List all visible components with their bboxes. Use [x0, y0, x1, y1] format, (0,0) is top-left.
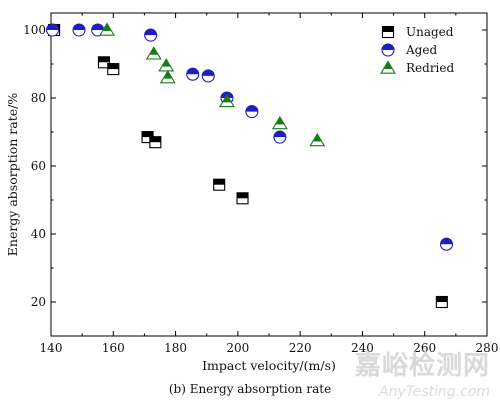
point-redried	[158, 58, 175, 72]
figure-caption: (b) Energy absorption rate	[169, 382, 331, 396]
series-redried	[99, 22, 326, 147]
y-axis-label: Energy absorption rate/%	[5, 93, 20, 257]
x-tick-label: 280	[476, 341, 499, 355]
x-tick-label: 140	[40, 341, 63, 355]
x-tick-label: 240	[351, 341, 374, 355]
point-aged	[201, 69, 215, 83]
point-aged	[245, 105, 259, 119]
point-aged	[273, 130, 287, 144]
point-redried	[99, 22, 116, 36]
x-tick-label: 220	[289, 341, 312, 355]
point-redried	[271, 115, 288, 130]
point-redried	[159, 70, 176, 84]
point-unaged	[97, 56, 110, 69]
x-tick-label: 180	[164, 341, 187, 355]
legend-label-redried: Redried	[406, 61, 454, 75]
point-aged	[186, 67, 200, 81]
point-unaged	[107, 63, 120, 76]
x-tick-label: 160	[102, 341, 125, 355]
legend-marker-aged	[381, 43, 395, 57]
point-unaged	[213, 178, 226, 191]
y-tick-label: 80	[31, 91, 46, 105]
point-redried	[218, 93, 235, 108]
legend-label-unaged: Unaged	[406, 25, 454, 39]
axis-ticks: 140 160 180 200 220 240 260 280 20 40 60 80 100	[23, 13, 498, 355]
point-unaged	[236, 192, 249, 205]
point-unaged	[149, 136, 162, 149]
x-tick-label: 200	[226, 341, 249, 355]
point-aged	[46, 23, 60, 37]
series-aged	[46, 23, 454, 251]
legend-marker-unaged	[381, 25, 395, 39]
data-points	[46, 22, 454, 309]
legend-marker-redried	[380, 60, 396, 74]
x-axis-label: Impact velocity/(m/s)	[202, 358, 336, 373]
x-tick-label: 260	[413, 341, 436, 355]
point-aged	[439, 237, 454, 251]
watermark-chinese: 嘉峪检测网	[355, 350, 490, 381]
point-redried	[145, 46, 162, 60]
watermark-english: AnyTesting.com	[378, 384, 490, 400]
point-unaged	[435, 295, 448, 309]
y-tick-label: 20	[31, 295, 46, 309]
y-tick-label: 100	[23, 23, 46, 37]
point-aged	[72, 23, 86, 37]
legend-label-aged: Aged	[405, 43, 437, 57]
point-redried	[309, 132, 326, 147]
y-tick-label: 40	[31, 227, 46, 241]
y-tick-label: 60	[31, 159, 46, 173]
legend: Unaged Aged Redried	[380, 25, 454, 75]
point-aged	[144, 28, 158, 42]
